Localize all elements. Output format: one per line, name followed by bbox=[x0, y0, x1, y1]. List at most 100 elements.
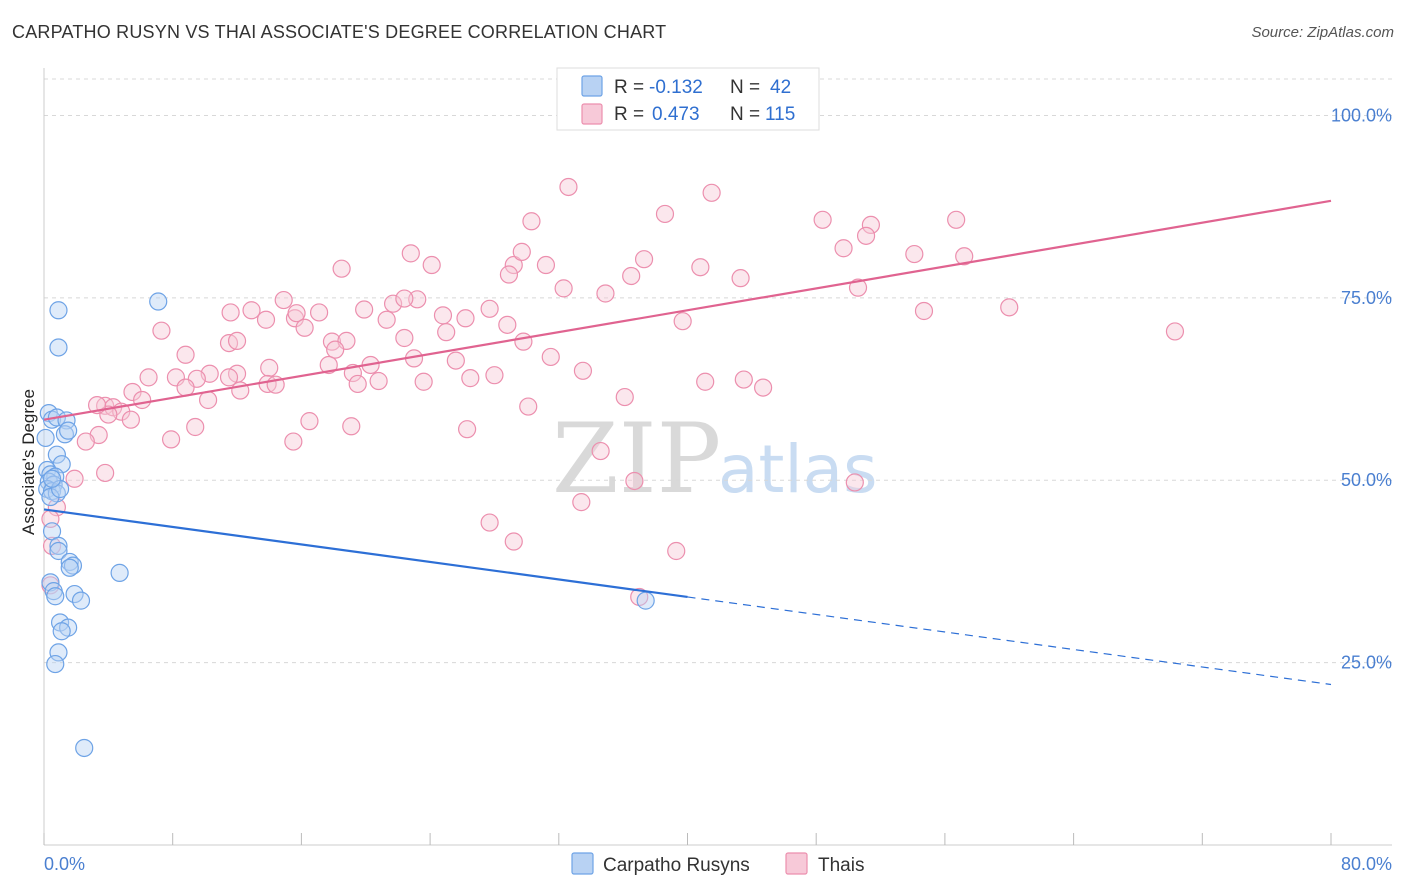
data-point bbox=[655, 204, 675, 224]
data-point bbox=[504, 532, 523, 551]
data-point bbox=[559, 177, 578, 197]
data-point bbox=[49, 536, 68, 555]
data-point bbox=[59, 421, 78, 440]
data-point bbox=[110, 563, 129, 582]
data-point bbox=[446, 351, 465, 370]
data-point bbox=[458, 420, 477, 439]
data-point bbox=[319, 355, 338, 375]
data-point bbox=[573, 361, 593, 380]
data-point bbox=[256, 310, 276, 329]
data-point bbox=[461, 369, 480, 388]
data-point bbox=[514, 332, 533, 351]
data-point bbox=[813, 210, 832, 229]
data-point bbox=[75, 738, 94, 758]
data-point bbox=[60, 558, 79, 577]
gridlines bbox=[44, 78, 1392, 664]
data-point bbox=[186, 417, 205, 437]
data-point bbox=[622, 266, 641, 286]
data-point bbox=[519, 397, 538, 416]
data-point bbox=[754, 378, 773, 397]
data-point bbox=[49, 338, 68, 357]
data-point bbox=[121, 410, 140, 429]
data-point bbox=[47, 445, 66, 464]
data-point bbox=[377, 310, 396, 329]
data-point bbox=[848, 278, 868, 297]
data-point bbox=[1000, 298, 1019, 317]
y-tick-label: 50.0% bbox=[1341, 470, 1392, 490]
data-point bbox=[49, 301, 68, 320]
trend-line-carpatho-rusyns-extrapolated bbox=[687, 596, 1332, 686]
data-point bbox=[498, 315, 517, 334]
data-point bbox=[437, 323, 456, 342]
bottom-legend: Carpatho Rusyns Thais bbox=[571, 852, 864, 876]
data-point bbox=[485, 366, 504, 385]
trend-lines bbox=[43, 199, 1332, 686]
data-point bbox=[625, 471, 644, 491]
data-point bbox=[152, 321, 171, 340]
y-tick-label: 25.0% bbox=[1341, 653, 1392, 673]
data-point bbox=[480, 513, 499, 532]
legend-n-label-0: N = bbox=[730, 77, 760, 98]
data-point bbox=[861, 215, 880, 235]
trend-line-thais bbox=[43, 199, 1332, 421]
data-point bbox=[260, 358, 279, 377]
data-point bbox=[499, 265, 519, 284]
data-point bbox=[274, 290, 293, 310]
data-point bbox=[46, 587, 65, 606]
y-axis-title: Associate's Degree bbox=[19, 389, 38, 535]
data-point bbox=[176, 345, 195, 364]
data-point bbox=[161, 430, 181, 449]
legend-n-value-1: 115 bbox=[765, 104, 795, 125]
data-point bbox=[905, 244, 924, 264]
data-point bbox=[46, 654, 65, 674]
data-point bbox=[198, 390, 218, 410]
data-point bbox=[731, 269, 750, 288]
data-point bbox=[348, 374, 367, 394]
legend-r-value-1: 0.473 bbox=[652, 104, 700, 125]
x-tick-label-min: 0.0% bbox=[44, 854, 85, 874]
data-point bbox=[369, 371, 388, 391]
data-point bbox=[221, 303, 240, 322]
chart-title: CARPATHO RUSYN VS THAI ASSOCIATE'S DEGRE… bbox=[12, 22, 667, 42]
data-point bbox=[1165, 322, 1185, 341]
data-point bbox=[309, 303, 329, 322]
data-point bbox=[395, 289, 414, 308]
data-point bbox=[149, 292, 168, 311]
data-point bbox=[401, 244, 420, 263]
data-point bbox=[242, 301, 261, 320]
data-point bbox=[541, 347, 560, 367]
data-point bbox=[734, 370, 753, 389]
data-point bbox=[691, 258, 710, 277]
data-point bbox=[139, 368, 158, 387]
data-point bbox=[36, 428, 55, 448]
data-point bbox=[856, 226, 876, 245]
data-point bbox=[572, 493, 591, 512]
data-point bbox=[414, 372, 433, 391]
data-point bbox=[834, 239, 853, 258]
series-carpatho-rusyns-points bbox=[36, 292, 655, 758]
legend-swatch-carpatho-rusyns bbox=[581, 75, 603, 97]
data-point bbox=[955, 247, 974, 266]
data-point bbox=[408, 290, 427, 309]
data-point bbox=[914, 301, 934, 321]
watermark-zip: ZIP bbox=[552, 403, 721, 515]
x-axis-ticks bbox=[43, 833, 1332, 845]
data-point bbox=[433, 306, 453, 325]
data-point bbox=[49, 541, 68, 561]
data-point bbox=[76, 432, 95, 451]
data-point bbox=[673, 312, 692, 331]
data-point bbox=[300, 412, 319, 431]
data-point bbox=[295, 318, 314, 337]
data-point bbox=[702, 183, 721, 202]
y-tick-label: 100.0% bbox=[1331, 105, 1392, 125]
data-point bbox=[395, 328, 414, 348]
data-point bbox=[596, 284, 615, 303]
legend-r-value-0: -0.132 bbox=[649, 77, 703, 98]
bottom-legend-swatch-thais bbox=[785, 852, 808, 875]
data-point bbox=[287, 304, 306, 323]
data-point bbox=[480, 299, 499, 318]
data-point bbox=[947, 210, 966, 229]
data-point bbox=[65, 584, 84, 604]
data-point bbox=[65, 469, 84, 488]
data-point bbox=[636, 591, 655, 610]
